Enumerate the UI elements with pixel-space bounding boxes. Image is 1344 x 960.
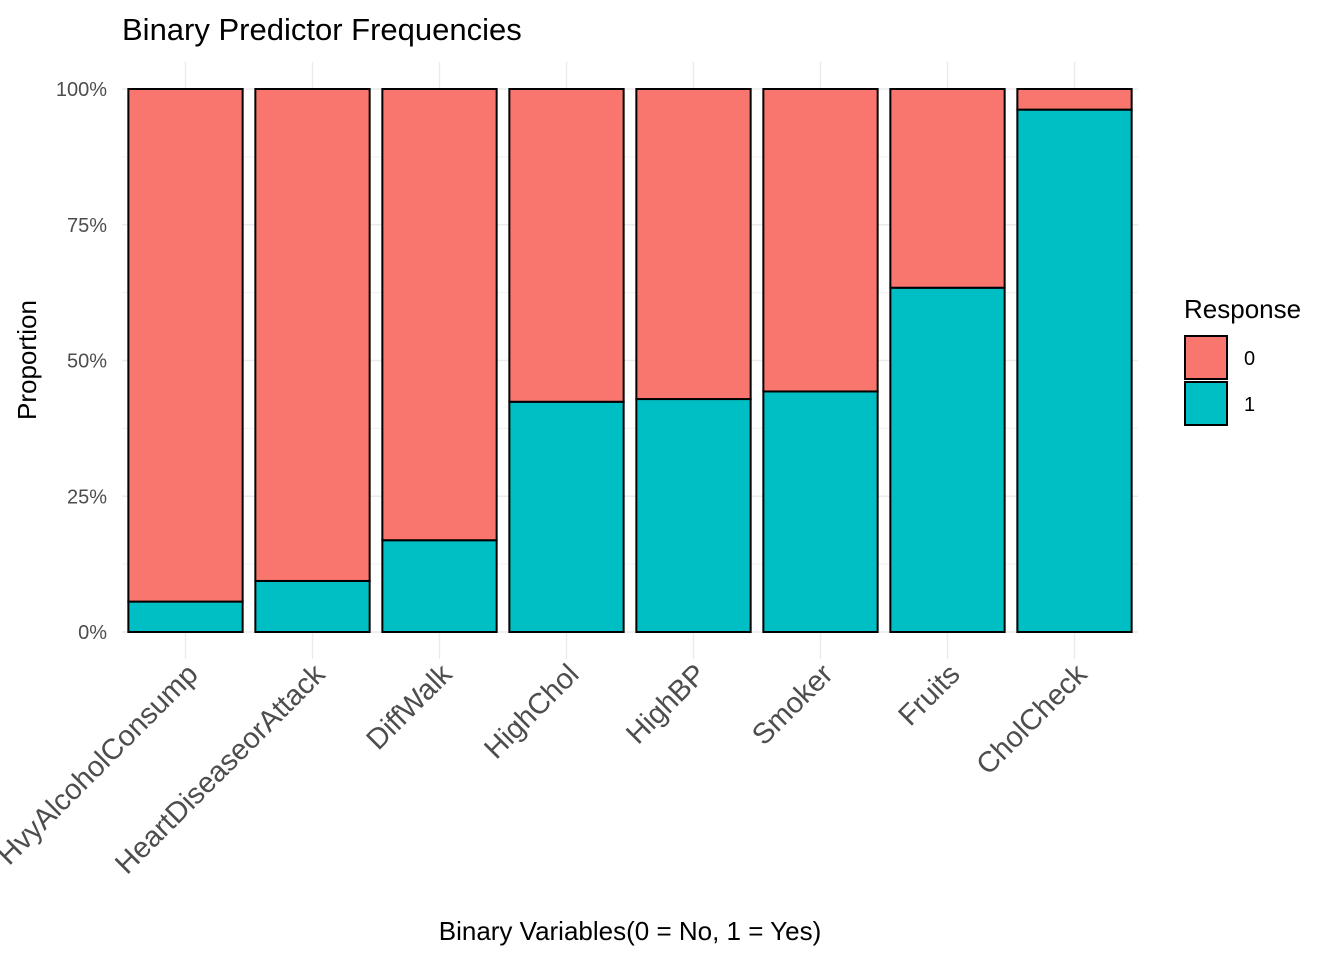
chart-title: Binary Predictor Frequencies: [122, 12, 522, 47]
bar-CholCheck-1: [1016, 108, 1133, 634]
bar-HeartDiseaseorAttack-0: [254, 88, 371, 582]
y-axis-ticks: 0% 25% 50% 75% 100%: [56, 79, 107, 644]
legend-key-1: [1184, 381, 1228, 426]
legend-label: 0: [1244, 348, 1255, 370]
y-tick-label: 0%: [78, 622, 107, 644]
y-tick-label: 25%: [67, 486, 107, 508]
bar-Smoker-0: [762, 88, 879, 393]
bar-Fruits-1: [889, 286, 1006, 633]
bar-DiffWalk-1: [381, 539, 498, 633]
bar-HighChol-1: [508, 400, 625, 633]
bar-HighBP-1: [635, 398, 752, 634]
bar-HeartDiseaseorAttack-1: [254, 579, 371, 634]
bar-CholCheck-0: [1016, 88, 1133, 111]
legend-key-0: [1184, 335, 1228, 380]
bars: [127, 88, 1133, 634]
legend-title: Response: [1184, 294, 1301, 324]
bar-HighBP-0: [635, 88, 752, 401]
bar-Smoker-1: [762, 390, 879, 633]
legend: Response 0 1: [1184, 294, 1301, 426]
bar-HighChol-0: [508, 88, 625, 403]
legend-label: 1: [1244, 394, 1255, 416]
bar-Fruits-0: [889, 88, 1006, 289]
y-tick-label: 50%: [67, 351, 107, 373]
x-axis-title: Binary Variables(0 = No, 1 = Yes): [439, 916, 822, 946]
bar-DiffWalk-0: [381, 88, 498, 542]
y-tick-label: 75%: [67, 215, 107, 237]
y-axis-title: Proportion: [12, 300, 42, 420]
bar-HvyAlcoholConsump-1: [127, 600, 244, 633]
y-tick-label: 100%: [56, 79, 107, 101]
bar-HvyAlcoholConsump-0: [127, 88, 244, 603]
